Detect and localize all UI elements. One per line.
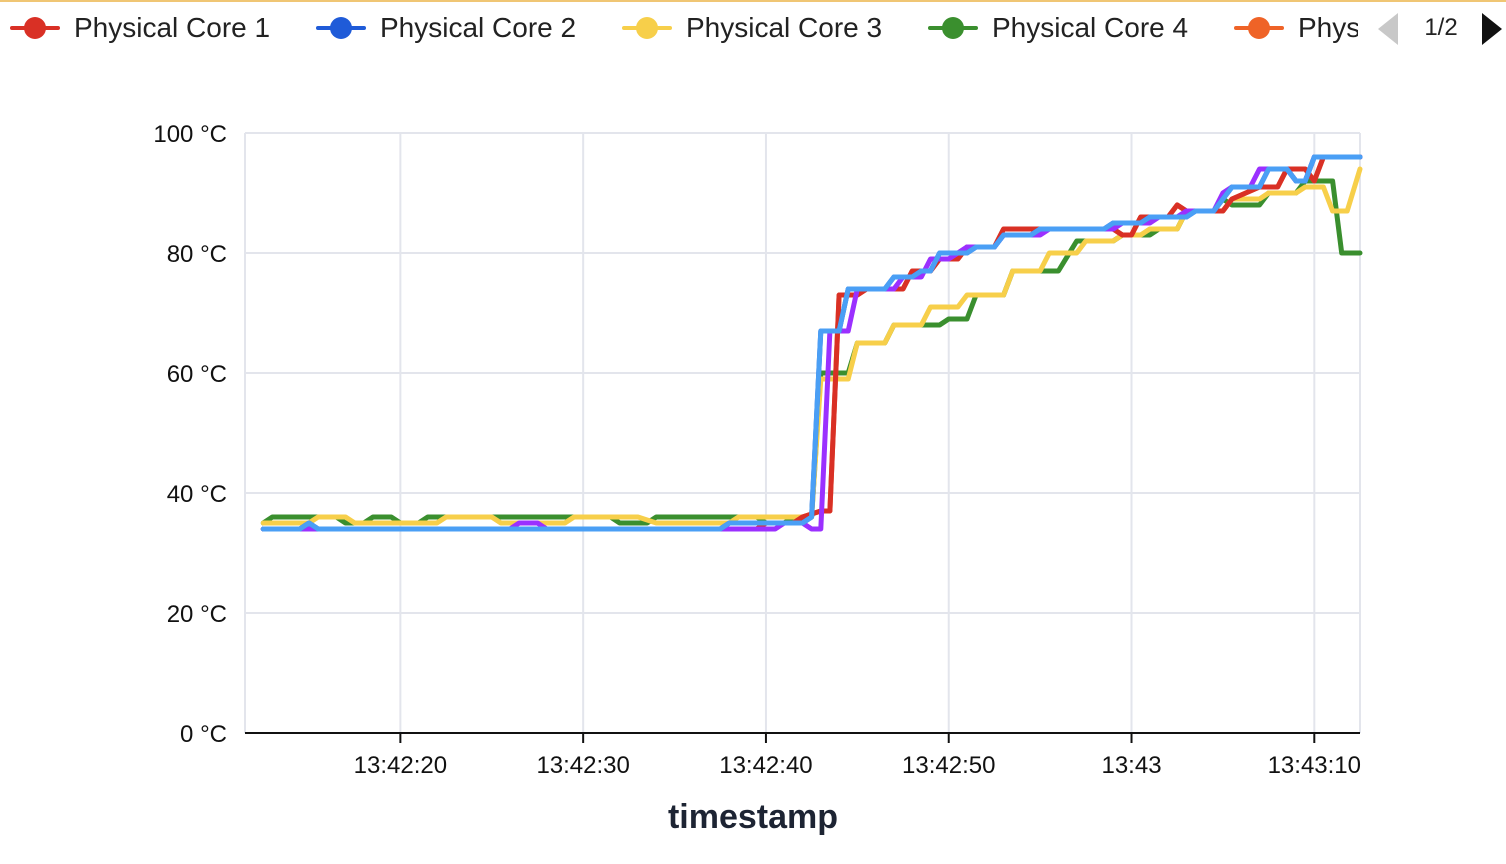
legend-item-core-5[interactable]: Physical Core 5 — [1232, 10, 1358, 46]
y-tick-label: 0 °C — [180, 721, 227, 748]
y-tick-label: 100 °C — [153, 121, 227, 148]
legend-label: Physical Core 5 — [1298, 12, 1358, 43]
x-tick-label: 13:42:40 — [719, 752, 812, 779]
y-tick-label: 80 °C — [167, 241, 227, 268]
series-lines — [260, 154, 1363, 532]
legend: Physical Core 1 Physical Core 2 Physical… — [0, 0, 1506, 58]
legend-page-indicator: 1/2 — [1424, 14, 1458, 41]
y-tick-label: 40 °C — [167, 481, 227, 508]
legend-marker — [926, 10, 980, 46]
x-tick-label: 13:43 — [1101, 752, 1161, 779]
legend-prev-page-icon[interactable] — [1378, 13, 1398, 45]
x-tick-label: 13:42:50 — [902, 752, 995, 779]
x-tick-label: 13:42:30 — [536, 752, 629, 779]
legend-item-core-4[interactable]: Physical Core 4 — [926, 10, 1188, 46]
legend-label: Physical Core 2 — [380, 12, 577, 43]
legend-item-core-3[interactable]: Physical Core 3 — [620, 10, 882, 46]
top-border — [0, 0, 1506, 2]
legend-marker — [8, 10, 62, 46]
legend-overflow-clip: Physical Core 5 — [1232, 10, 1358, 46]
x-axis-title: timestamp — [668, 798, 838, 836]
y-tick-label: 60 °C — [167, 361, 227, 388]
legend-label: Physical Core 4 — [992, 12, 1189, 43]
legend-label: Physical Core 1 — [74, 12, 271, 43]
legend-marker — [314, 10, 368, 46]
series-line-unlabeled-6[interactable] — [260, 154, 1363, 532]
legend-next-page-icon[interactable] — [1482, 13, 1502, 45]
legend-marker — [1232, 10, 1286, 46]
x-tick-label: 13:43:10 — [1268, 752, 1361, 779]
legend-item-core-2[interactable]: Physical Core 2 — [314, 10, 576, 46]
axes: 0 °C 20 °C 40 °C 60 °C 80 °C 100 °C 13:42:20 13… — [153, 121, 1361, 779]
x-tick-label: 13:42:20 — [354, 752, 447, 779]
legend-marker — [620, 10, 674, 46]
legend-item-core-1[interactable]: Physical Core 1 — [8, 10, 270, 46]
grid — [245, 132, 1361, 733]
y-tick-label: 20 °C — [167, 601, 227, 628]
legend-label: Physical Core 3 — [686, 12, 883, 43]
